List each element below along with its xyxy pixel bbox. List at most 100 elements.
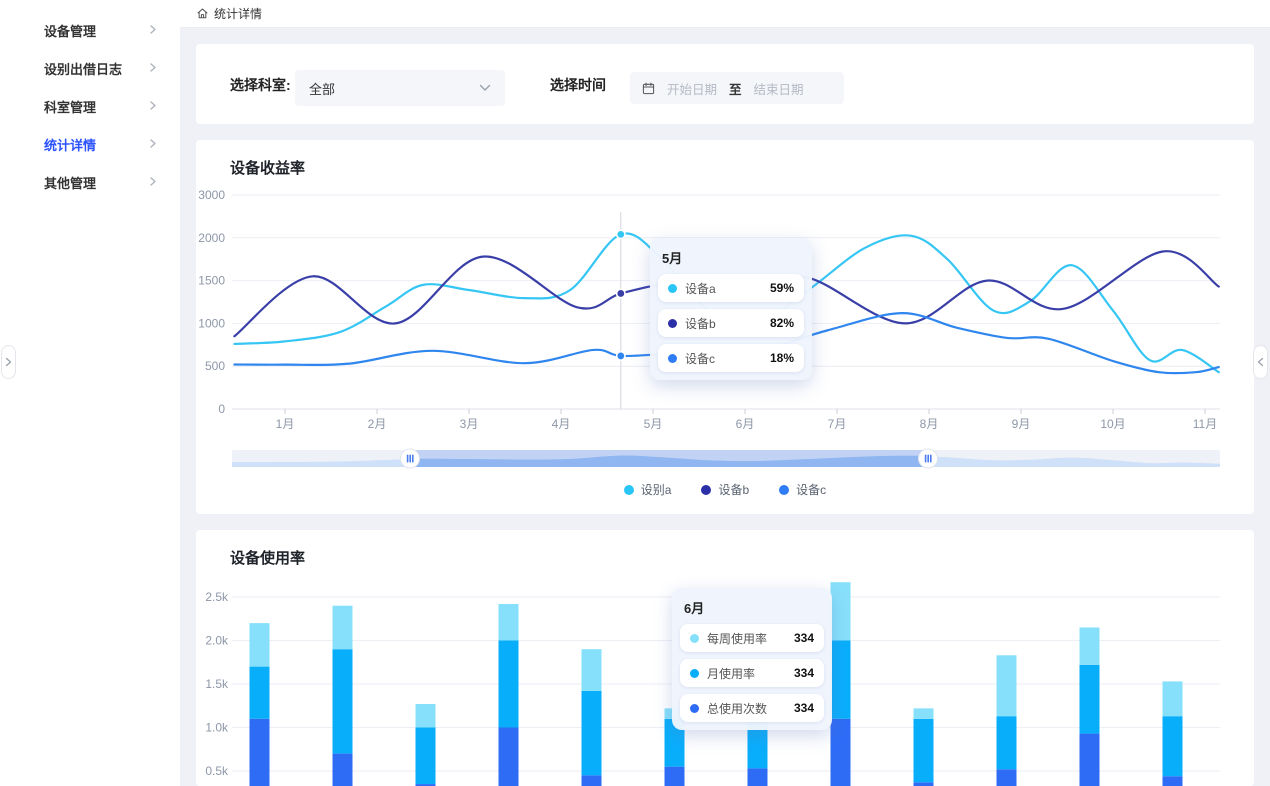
series-value: 334	[793, 631, 814, 645]
datazoom-brush	[232, 448, 1220, 469]
tooltip-row: 设备b 82%	[658, 309, 804, 337]
sidebar-item-label: 其他管理	[44, 175, 97, 191]
bar-8月-月使用率[interactable]	[830, 640, 851, 719]
tooltip-row: 设备a 59%	[658, 274, 804, 302]
series-value: 334	[793, 666, 814, 680]
datazoom-selected-range[interactable]	[410, 450, 928, 467]
bar-1月-月使用率[interactable]	[249, 666, 270, 719]
sidebar-item-统计详情[interactable]: 统计详情	[0, 125, 180, 163]
series-dot	[668, 353, 677, 363]
bar-9月-每周使用率[interactable]	[913, 708, 934, 719]
bar-4月-每周使用率[interactable]	[498, 603, 519, 641]
calendar-icon	[642, 82, 655, 95]
series-value: 59%	[769, 281, 794, 295]
bar-11月-月使用率[interactable]	[1079, 664, 1100, 734]
bar-12月-每周使用率[interactable]	[1162, 681, 1183, 717]
bar-1月-总使用次数[interactable]	[249, 718, 270, 786]
start-date-placeholder[interactable]: 开始日期	[667, 82, 718, 97]
time-filter-label: 选择时间	[550, 77, 606, 93]
collapse-right-button[interactable]	[1253, 345, 1268, 379]
bar-3月-每周使用率[interactable]	[415, 704, 436, 728]
sidebar-item-其他管理[interactable]: 其他管理	[0, 163, 180, 201]
bar-2月-每周使用率[interactable]	[332, 605, 353, 650]
bar-7月-总使用次数[interactable]	[747, 768, 768, 786]
breadcrumb: 统计详情	[214, 7, 263, 21]
breadcrumb-bar: 统计详情	[180, 0, 1270, 28]
series-dot	[668, 318, 677, 328]
tooltip-row: 月使用率 334	[680, 659, 824, 687]
bar-10月-每周使用率[interactable]	[996, 655, 1017, 717]
tooltip-row: 设备c 18%	[658, 344, 804, 372]
series-value: 82%	[769, 316, 794, 330]
bar-11月-每周使用率[interactable]	[1079, 627, 1100, 665]
bar-12月-月使用率[interactable]	[1162, 716, 1183, 777]
bar-6月-月使用率[interactable]	[664, 718, 685, 767]
bar-3月-月使用率[interactable]	[415, 727, 436, 785]
legend-dot	[779, 484, 790, 495]
bar-4月-总使用次数[interactable]	[498, 727, 519, 786]
chevron-right-icon	[150, 97, 156, 115]
date-separator: 至	[729, 82, 742, 97]
collapse-left-button[interactable]	[1, 345, 16, 379]
bar-2月-月使用率[interactable]	[332, 649, 353, 754]
home-icon	[196, 7, 209, 20]
tooltip-title: 6月	[684, 601, 705, 616]
sidebar-item-label: 科室管理	[44, 99, 97, 115]
bar-10月-总使用次数[interactable]	[996, 769, 1017, 786]
sidebar-item-科室管理[interactable]: 科室管理	[0, 87, 180, 125]
bar-11月-总使用次数[interactable]	[1079, 733, 1100, 786]
series-label: 总使用次数	[707, 701, 768, 716]
department-select-value: 全部	[309, 81, 336, 97]
series-dot	[690, 633, 699, 643]
series-label: 每周使用率	[707, 631, 768, 646]
legend-item-设备b[interactable]: 设备b	[701, 481, 749, 498]
bar-4月-月使用率[interactable]	[498, 640, 519, 728]
usage-bar-chart: 0.5k1.0k1.5k2.0k2.5k	[205, 582, 1220, 786]
bar-9月-总使用次数[interactable]	[913, 782, 934, 786]
sidebar-item-设别出借日志[interactable]: 设别出借日志	[0, 49, 180, 87]
chevron-right-icon	[150, 173, 156, 191]
series-value: 18%	[769, 351, 794, 365]
series-label: 月使用率	[707, 666, 756, 681]
chevron-right-icon	[150, 21, 156, 39]
sidebar-item-label: 设别出借日志	[44, 61, 123, 77]
bar-3月-总使用次数[interactable]	[415, 784, 436, 786]
chevron-down-icon	[479, 84, 491, 92]
usage-chart-title: 设备使用率	[230, 550, 306, 567]
series-label: 设备b	[685, 316, 716, 331]
series-label: 设备c	[685, 351, 716, 366]
revenue-chart-title: 设备收益率	[230, 160, 306, 177]
bar-5月-月使用率[interactable]	[581, 690, 602, 776]
revenue-chart-tooltip: 5月 设备a 59% 设备b 82% 设备c 18%	[650, 238, 812, 380]
legend-label: 设备b	[718, 483, 750, 497]
legend-dot	[623, 484, 634, 495]
department-select[interactable]: 全部	[295, 70, 505, 106]
bar-5月-每周使用率[interactable]	[581, 649, 602, 691]
bar-12月-总使用次数[interactable]	[1162, 776, 1183, 786]
chevron-right-icon	[150, 135, 156, 153]
sidebar-item-label: 统计详情	[44, 137, 97, 153]
bar-5月-总使用次数[interactable]	[581, 775, 602, 786]
bar-10月-月使用率[interactable]	[996, 716, 1017, 770]
series-value: 334	[793, 701, 814, 715]
datazoom-handle-right[interactable]	[918, 448, 938, 469]
legend-item-设别a[interactable]: 设别a	[623, 481, 671, 498]
bar-9月-月使用率[interactable]	[913, 718, 934, 783]
bar-1月-每周使用率[interactable]	[249, 623, 270, 667]
bar-6月-总使用次数[interactable]	[664, 766, 685, 786]
sidebar-item-设备管理[interactable]: 设备管理	[0, 11, 180, 49]
filter-card: 选择科室: 全部 选择时间 开始日期 至 结束日期	[196, 44, 1254, 124]
tooltip-row: 每周使用率 334	[680, 624, 824, 652]
series-dot	[668, 283, 677, 293]
date-range-picker[interactable]: 开始日期 至 结束日期	[630, 72, 844, 104]
datazoom-handle-left[interactable]	[400, 448, 420, 469]
legend-item-设备c[interactable]: 设备c	[779, 481, 826, 498]
chevron-left-icon	[1257, 357, 1264, 367]
usage-chart-tooltip: 6月 每周使用率 334 月使用率 334 总使用次数 334	[672, 588, 832, 730]
end-date-placeholder[interactable]: 结束日期	[753, 82, 804, 97]
bar-8月-总使用次数[interactable]	[830, 718, 851, 786]
bar-8月-每周使用率[interactable]	[830, 582, 851, 641]
bar-2月-总使用次数[interactable]	[332, 753, 353, 786]
bar-7月-月使用率[interactable]	[747, 723, 768, 769]
